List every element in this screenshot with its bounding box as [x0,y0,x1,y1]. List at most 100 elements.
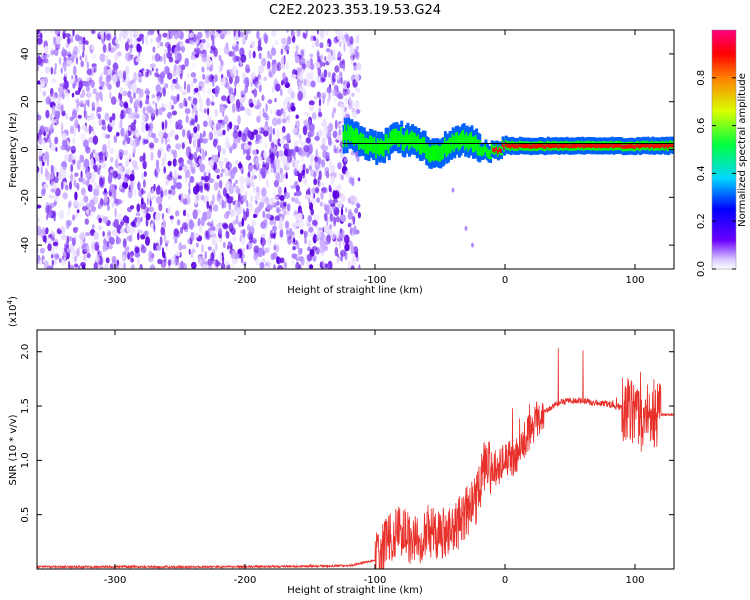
noise-speckle [262,250,265,256]
noise-speckle [169,171,173,178]
signal-core [656,143,660,148]
noise-speckle [88,90,91,101]
noise-speckle [118,262,123,269]
noise-speckle [323,224,329,234]
noise-speckle [167,259,172,266]
signal-mid [434,144,438,161]
noise-speckle [40,166,43,175]
noise-speckle [39,58,44,67]
noise-speckle [193,232,197,240]
noise-speckle [90,206,97,212]
noise-speckle [188,219,195,230]
spectrogram-ytick-label: 40 [20,48,31,61]
signal-mid [375,142,379,159]
signal-mid [411,130,415,147]
noise-speckle [116,235,119,245]
signal-core [579,143,583,149]
signal-core [607,144,611,149]
signal-mid [401,134,405,151]
noise-speckle [243,211,248,221]
noise-speckle [165,239,170,245]
noise-speckle [451,187,455,193]
noise-speckle [350,55,354,65]
noise-speckle [275,83,281,92]
noise-speckle [68,201,72,208]
signal-core [617,143,621,148]
noise-speckle [129,96,133,104]
noise-speckle [313,95,318,100]
noise-speckle [339,214,345,222]
signal-core [657,143,661,149]
signal-core [620,143,624,148]
noise-speckle [297,212,303,223]
noise-speckle [140,216,143,222]
noise-speckle [95,91,100,102]
noise-speckle [108,147,115,154]
signal-core [514,144,518,149]
noise-speckle [223,45,230,55]
noise-speckle [155,68,159,73]
noise-speckle [281,37,287,45]
noise-speckle [109,183,114,193]
noise-speckle [244,84,248,94]
noise-speckle [130,122,136,132]
signal-core [646,142,650,148]
noise-speckle [199,163,206,173]
signal-core [595,143,599,149]
noise-speckle [90,79,95,89]
noise-speckle [82,51,85,58]
noise-speckle [286,101,291,111]
noise-speckle [64,80,69,90]
noise-speckle [319,30,325,38]
noise-speckle [329,192,332,200]
signal-mid [367,138,371,155]
noise-speckle [234,185,240,194]
noise-speckle [83,158,90,168]
snr-frame [36,329,675,570]
noise-speckle [83,242,90,253]
noise-speckle [297,77,300,87]
noise-speckle [73,127,77,135]
noise-speckle [49,124,54,135]
noise-speckle [309,264,314,269]
noise-speckle [170,188,176,196]
noise-speckle [205,230,209,239]
noise-speckle [353,66,358,71]
noise-speckle [234,253,240,259]
noise-speckle [189,175,195,184]
noise-speckle [299,149,303,157]
noise-speckle [151,67,154,72]
signal-mid [393,128,397,145]
noise-speckle [323,69,328,78]
noise-speckle [41,188,46,197]
signal-core [503,145,507,150]
noise-speckle [90,45,94,50]
noise-speckle [63,56,67,63]
noise-speckle [195,242,199,248]
noise-speckle [330,164,336,173]
noise-speckle [238,30,241,38]
signal-core [631,144,635,149]
noise-speckle [206,114,212,121]
noise-speckle [103,69,108,76]
noise-speckle [243,261,247,267]
noise-speckle [206,200,210,210]
noise-speckle [203,108,207,114]
noise-speckle [54,110,61,120]
noise-speckle [213,154,219,162]
noise-speckle [281,118,287,124]
signal-core [498,147,502,152]
noise-speckle [274,215,280,221]
noise-speckle [60,67,63,74]
noise-speckle [106,33,111,41]
noise-speckle [136,203,141,213]
noise-speckle [192,162,198,168]
noise-speckle [69,181,72,190]
signal-mid [354,127,358,144]
noise-speckle [291,30,294,37]
noise-speckle [134,246,140,254]
noise-speckle [42,226,46,237]
noise-speckle [288,36,292,45]
noise-speckle [80,231,85,241]
signal-core [565,143,569,148]
